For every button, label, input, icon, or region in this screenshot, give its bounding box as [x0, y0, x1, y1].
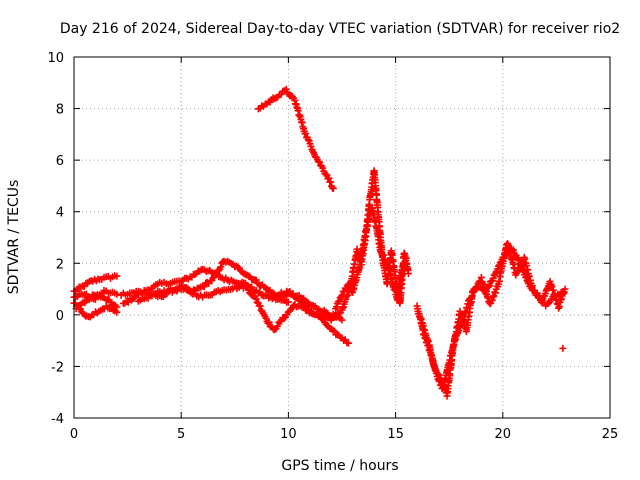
grid-lines	[74, 57, 610, 418]
data-point-marker	[437, 375, 445, 383]
data-point-marker	[265, 318, 273, 326]
data-point-marker	[338, 316, 346, 324]
x-axis-label: GPS time / hours	[281, 458, 398, 474]
data-point-marker	[304, 136, 312, 144]
data-point-marker	[209, 274, 217, 282]
data-point-marker	[335, 297, 343, 305]
y-tick-label: 6	[56, 154, 64, 169]
x-tick-label: 5	[177, 427, 185, 442]
data-point-marker	[335, 310, 343, 318]
data-point-marker	[113, 290, 121, 298]
data-point-marker	[338, 291, 346, 299]
data-point-marker	[273, 322, 281, 330]
y-tick-label: 8	[56, 103, 64, 118]
data-point-marker	[473, 283, 481, 291]
data-point-marker	[561, 285, 569, 293]
data-point-marker	[434, 370, 442, 378]
x-tick-label: 20	[495, 427, 512, 442]
series-track-m	[559, 344, 567, 352]
x-tick-label: 0	[70, 427, 78, 442]
data-point-marker	[217, 263, 225, 271]
data-point-marker	[559, 344, 567, 352]
y-tick-label: -4	[51, 412, 64, 427]
series-track-i	[332, 204, 410, 313]
y-axis-label: SDTVAR / TECUs	[6, 180, 22, 295]
data-point-marker	[315, 158, 323, 166]
series-track-a	[70, 272, 121, 295]
data-point-marker	[284, 298, 292, 306]
y-tick-label: -2	[51, 360, 64, 375]
data-point-marker	[337, 293, 345, 301]
data-point-marker	[404, 270, 412, 278]
axis-ticks: 0 5 10 15 20 25 -4 -2 0 2 4 6 8 10	[47, 51, 618, 442]
x-tick-label: 15	[387, 427, 404, 442]
data-point-marker	[329, 185, 337, 193]
data-point-marker	[327, 178, 335, 186]
data-point-marker	[113, 303, 121, 311]
plot-frame	[73, 56, 611, 419]
y-tick-label: 4	[56, 206, 64, 221]
data-point-marker	[329, 326, 337, 334]
data-point-marker	[332, 303, 340, 311]
data-point-marker	[485, 282, 493, 290]
data-point-marker	[437, 376, 445, 384]
data-point-marker	[252, 276, 260, 284]
data-point-marker	[322, 171, 330, 179]
data-point-marker	[514, 255, 522, 263]
chart-title: Day 216 of 2024, Sidereal Day-to-day VTE…	[60, 21, 620, 37]
data-point-marker	[514, 268, 522, 276]
series-track-c	[70, 299, 121, 321]
data-point-marker	[302, 129, 310, 137]
data-point-marker	[200, 283, 208, 291]
data-points	[70, 85, 569, 400]
data-point-marker	[256, 302, 264, 310]
series-track-g	[134, 282, 352, 347]
data-point-marker	[253, 298, 261, 306]
data-point-marker	[325, 174, 333, 182]
y-tick-label: 10	[47, 51, 64, 66]
series-track-l	[417, 240, 569, 400]
data-point-marker	[234, 263, 242, 271]
data-point-marker	[435, 371, 443, 379]
series-track-d	[72, 291, 121, 313]
data-point-marker	[261, 284, 269, 292]
data-point-marker	[402, 254, 410, 262]
data-point-marker	[379, 251, 387, 259]
data-point-marker	[113, 272, 121, 280]
data-point-marker	[344, 339, 352, 347]
y-tick-label: 0	[56, 309, 64, 324]
y-tick-label: 2	[56, 257, 64, 272]
data-point-marker	[545, 299, 553, 307]
x-tick-label: 25	[602, 427, 619, 442]
x-tick-label: 10	[280, 427, 297, 442]
data-point-marker	[282, 85, 290, 93]
series-track-j	[254, 85, 337, 193]
data-point-marker	[252, 295, 260, 303]
